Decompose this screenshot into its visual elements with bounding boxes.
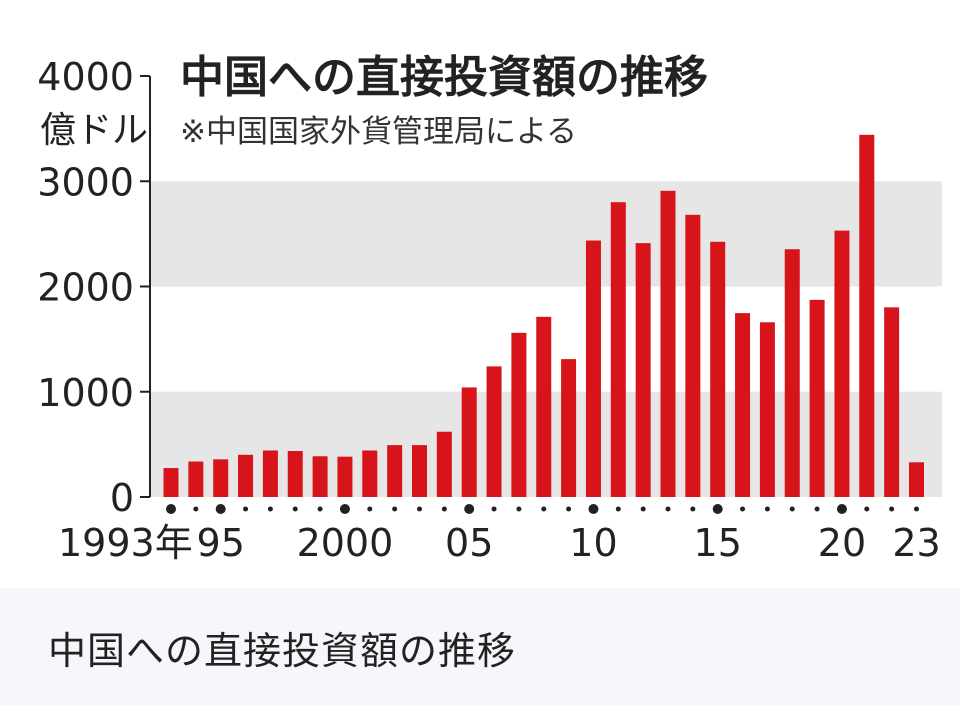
- x-tick-label: 05: [445, 521, 493, 565]
- x-tick-dot: [441, 506, 447, 512]
- x-tick-dot: [764, 506, 770, 512]
- x-tick-dot: [193, 506, 199, 512]
- x-tick-dot: [640, 506, 646, 512]
- x-tick-dot: [712, 504, 723, 514]
- bar-1994: [188, 461, 204, 497]
- y-tick-label: 1000: [37, 371, 134, 415]
- x-tick-label: 20: [818, 521, 866, 565]
- x-tick-dot: [914, 506, 919, 512]
- grid-band: [150, 181, 942, 287]
- y-tick-label: 4000: [37, 55, 134, 99]
- bar-2004: [436, 431, 452, 497]
- x-tick-dot: [417, 506, 422, 512]
- bar-2005: [461, 387, 477, 497]
- y-tick-labels: 0 1000 2000 3000 4000: [37, 55, 134, 520]
- bar-2000: [337, 456, 353, 497]
- bar-2017: [759, 322, 775, 497]
- x-tick-dot: [516, 506, 522, 512]
- x-tick-label: 1993年: [58, 521, 193, 565]
- bar-2008: [536, 316, 552, 497]
- x-tick-label: 23: [892, 521, 940, 565]
- y-tick-label: 2000: [37, 266, 134, 310]
- x-tick-label: 15: [694, 521, 742, 565]
- chart-subtitle: ※中国国家外貨管理局による: [180, 114, 577, 150]
- y-axis: [140, 75, 151, 498]
- bar-2018: [784, 249, 800, 497]
- x-tick-dot: [392, 506, 398, 512]
- bar-1993: [163, 468, 179, 497]
- x-tick-label: 95: [197, 521, 245, 565]
- bar-2022: [884, 307, 900, 497]
- x-tick-dot: [491, 506, 497, 512]
- bar-2016: [735, 313, 751, 497]
- x-tick-dot: [789, 506, 795, 512]
- x-tick-dot: [615, 506, 621, 512]
- bar-2021: [859, 134, 875, 497]
- x-tick-dot: [215, 504, 226, 514]
- caption-area: [0, 588, 960, 705]
- figure-caption: 中国への直接投資額の推移: [48, 629, 517, 673]
- x-tick-dot: [317, 506, 323, 512]
- x-tick-dot: [367, 506, 373, 512]
- bar-2023: [909, 462, 924, 497]
- x-tick-labels: 1993年 95 2000 05 10 15 20 23: [58, 521, 941, 565]
- bar-2007: [511, 332, 527, 497]
- x-tick-dot: [588, 504, 599, 514]
- x-tick-dot: [690, 506, 696, 512]
- bar-series: [163, 134, 924, 498]
- x-tick-dot: [267, 506, 273, 512]
- bar-2013: [660, 190, 676, 497]
- y-tick-label: 0: [110, 476, 134, 520]
- x-tick-dots: [166, 504, 919, 514]
- bar-1998: [287, 451, 303, 497]
- x-tick-dot: [665, 506, 671, 512]
- bar-2011: [610, 202, 626, 497]
- chart-figure: 0 1000 2000 3000 4000 1993年 95 2000 05 10 15 20 23 …: [37, 52, 942, 565]
- x-tick-dot: [541, 506, 547, 512]
- x-tick-dot: [814, 506, 820, 512]
- y-unit-label: 億ドル: [40, 110, 148, 151]
- bar-2010: [585, 240, 601, 498]
- bar-2012: [635, 243, 651, 497]
- bar-2001: [362, 450, 378, 497]
- bar-2003: [412, 445, 427, 497]
- x-tick-dot: [464, 504, 475, 514]
- x-tick-label: 10: [569, 521, 617, 565]
- x-tick-label: 2000: [297, 521, 394, 565]
- x-tick-dot: [339, 504, 350, 514]
- bar-2015: [710, 241, 726, 497]
- chart-title: 中国への直接投資額の推移: [180, 52, 708, 103]
- bar-1996: [238, 454, 254, 497]
- bar-1997: [262, 450, 278, 497]
- y-tick-label: 3000: [37, 160, 134, 204]
- x-tick-dot: [889, 506, 895, 512]
- x-tick-dot: [864, 506, 870, 512]
- bar-2006: [486, 366, 502, 497]
- x-tick-dot: [836, 504, 847, 514]
- bar-1999: [312, 456, 328, 497]
- bar-2014: [685, 214, 701, 497]
- x-tick-dot: [566, 506, 572, 512]
- x-tick-dot: [740, 506, 746, 512]
- x-tick-dot: [292, 506, 298, 512]
- bar-2002: [387, 445, 403, 497]
- bar-2020: [834, 230, 850, 497]
- bar-2009: [561, 359, 577, 497]
- bar-1995: [213, 459, 229, 497]
- x-tick-dot: [166, 504, 176, 514]
- x-tick-dot: [243, 506, 249, 512]
- bar-2019: [809, 299, 825, 497]
